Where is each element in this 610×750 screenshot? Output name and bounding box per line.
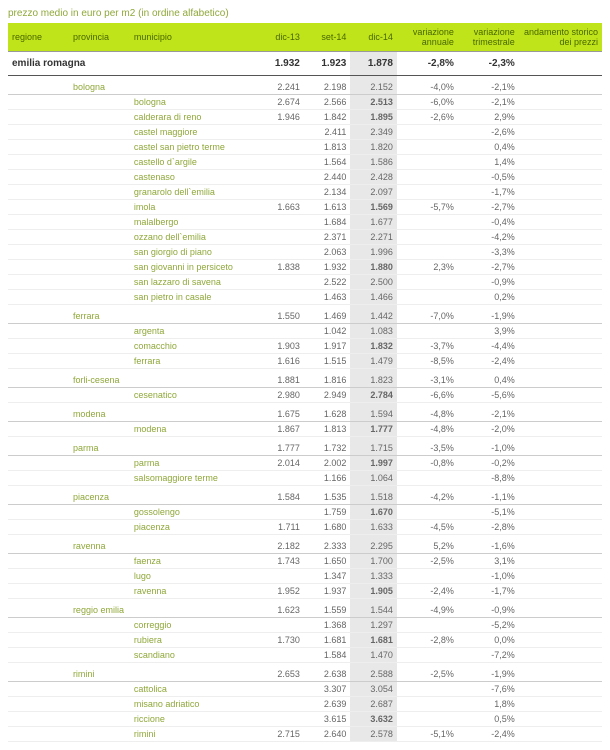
municipality-name: scandiano <box>130 648 257 663</box>
col-provincia: provincia <box>69 23 130 52</box>
col-set14: set-14 <box>304 23 351 52</box>
municipality-name: san lazzaro di savena <box>130 275 257 290</box>
col-municipio: municipio <box>130 23 257 52</box>
municipality-row: piacenza 1.711 1.680 1.633 -4,5% -2,8% <box>8 520 602 535</box>
municipality-row: granarolo dell`emilia 2.134 2.097 -1,7% <box>8 185 602 200</box>
municipality-row: rimini 2.715 2.640 2.578 -5,1% -2,4% <box>8 727 602 742</box>
province-name: modena <box>69 403 257 422</box>
municipality-name: cesenatico <box>130 388 257 403</box>
col-dic14: dic-14 <box>350 23 397 52</box>
municipality-row: ferrara 1.616 1.515 1.479 -8,5% -2,4% <box>8 354 602 369</box>
municipality-name: argenta <box>130 324 257 339</box>
municipality-name: rubiera <box>130 633 257 648</box>
province-name: rimini <box>69 663 257 682</box>
province-row: modena 1.675 1.628 1.594 -4,8% -2,1% <box>8 403 602 422</box>
municipality-row: cesenatico 2.980 2.949 2.784 -6,6% -5,6% <box>8 388 602 403</box>
municipality-name: san giorgio di piano <box>130 245 257 260</box>
province-row: parma 1.777 1.732 1.715 -3,5% -1,0% <box>8 437 602 456</box>
municipality-name: bologna <box>130 95 257 110</box>
municipality-row: misano adriatico 2.639 2.687 1,8% <box>8 697 602 712</box>
municipality-name: modena <box>130 422 257 437</box>
province-name: bologna <box>69 76 257 95</box>
col-var-tri: variazione trimestrale <box>458 23 519 52</box>
municipality-name: misano adriatico <box>130 697 257 712</box>
municipality-name: imola <box>130 200 257 215</box>
province-name: ravenna <box>69 535 257 554</box>
municipality-row: san giorgio di piano 2.063 1.996 -3,3% <box>8 245 602 260</box>
municipality-row: lugo 1.347 1.333 -1,0% <box>8 569 602 584</box>
municipality-row: bologna 2.674 2.566 2.513 -6,0% -2,1% <box>8 95 602 110</box>
col-regione: regione <box>8 23 69 52</box>
municipality-row: castel maggiore 2.411 2.349 -2,6% <box>8 125 602 140</box>
province-row: ravenna 2.182 2.333 2.295 5,2% -1,6% <box>8 535 602 554</box>
col-var-ann: variazione annuale <box>397 23 458 52</box>
municipality-row: imola 1.663 1.613 1.569 -5,7% -2,7% <box>8 200 602 215</box>
municipality-row: salsomaggiore terme 1.166 1.064 -8,8% <box>8 471 602 486</box>
municipality-row: san lazzaro di savena 2.522 2.500 -0,9% <box>8 275 602 290</box>
municipality-name: castenaso <box>130 170 257 185</box>
region-name: emilia romagna <box>8 52 257 76</box>
municipality-row: ozzano dell`emilia 2.371 2.271 -4,2% <box>8 230 602 245</box>
municipality-name: parma <box>130 456 257 471</box>
municipality-row: comacchio 1.903 1.917 1.832 -3,7% -4,4% <box>8 339 602 354</box>
municipality-row: parma 2.014 2.002 1.997 -0,8% -0,2% <box>8 456 602 471</box>
municipality-name: rimini <box>130 727 257 742</box>
municipality-name: calderara di reno <box>130 110 257 125</box>
col-andamento: andamento storico dei prezzi <box>519 23 602 52</box>
municipality-row: san pietro in casale 1.463 1.466 0,2% <box>8 290 602 305</box>
municipality-row: modena 1.867 1.813 1.777 -4,8% -2,0% <box>8 422 602 437</box>
province-row: reggio emilia 1.623 1.559 1.544 -4,9% -0… <box>8 599 602 618</box>
municipality-name: san pietro in casale <box>130 290 257 305</box>
municipality-name: riccione <box>130 712 257 727</box>
municipality-row: san giovanni in persiceto 1.838 1.932 1.… <box>8 260 602 275</box>
province-name: parma <box>69 437 257 456</box>
municipality-name: salsomaggiore terme <box>130 471 257 486</box>
municipality-name: ferrara <box>130 354 257 369</box>
municipality-row: scandiano 1.584 1.470 -7,2% <box>8 648 602 663</box>
municipality-row: castenaso 2.440 2.428 -0,5% <box>8 170 602 185</box>
municipality-row: castello d`argile 1.564 1.586 1,4% <box>8 155 602 170</box>
province-name: piacenza <box>69 486 257 505</box>
municipality-name: castel san pietro terme <box>130 140 257 155</box>
province-row: piacenza 1.584 1.535 1.518 -4,2% -1,1% <box>8 486 602 505</box>
municipality-row: argenta 1.042 1.083 3,9% <box>8 324 602 339</box>
province-row: forli-cesena 1.881 1.816 1.823 -3,1% 0,4… <box>8 369 602 388</box>
col-dic13: dic-13 <box>257 23 304 52</box>
municipality-name: ravenna <box>130 584 257 599</box>
municipality-row: cattolica 3.307 3.054 -7,6% <box>8 682 602 697</box>
municipality-name: gossolengo <box>130 505 257 520</box>
municipality-name: cattolica <box>130 682 257 697</box>
municipality-row: calderara di reno 1.946 1.842 1.895 -2,6… <box>8 110 602 125</box>
municipality-name: faenza <box>130 554 257 569</box>
municipality-row: rubiera 1.730 1.681 1.681 -2,8% 0,0% <box>8 633 602 648</box>
page-title: prezzo medio in euro per m2 (in ordine a… <box>8 8 602 19</box>
municipality-name: malalbergo <box>130 215 257 230</box>
province-row: ferrara 1.550 1.469 1.442 -7,0% -1,9% <box>8 305 602 324</box>
municipality-name: piacenza <box>130 520 257 535</box>
province-row: bologna 2.241 2.198 2.152 -4,0% -2,1% <box>8 76 602 95</box>
municipality-row: faenza 1.743 1.650 1.700 -2,5% 3,1% <box>8 554 602 569</box>
municipality-row: castel san pietro terme 1.813 1.820 0,4% <box>8 140 602 155</box>
municipality-name: lugo <box>130 569 257 584</box>
municipality-name: san giovanni in persiceto <box>130 260 257 275</box>
municipality-row: riccione 3.615 3.632 0,5% <box>8 712 602 727</box>
municipality-name: correggio <box>130 618 257 633</box>
municipality-row: correggio 1.368 1.297 -5,2% <box>8 618 602 633</box>
province-row: rimini 2.653 2.638 2.588 -2,5% -1,9% <box>8 663 602 682</box>
municipality-name: castello d`argile <box>130 155 257 170</box>
price-table: regione provincia municipio dic-13 set-1… <box>8 23 602 742</box>
municipality-name: ozzano dell`emilia <box>130 230 257 245</box>
region-row: emilia romagna 1.932 1.923 1.878 -2,8% -… <box>8 52 602 76</box>
header-row: regione provincia municipio dic-13 set-1… <box>8 23 602 52</box>
municipality-row: malalbergo 1.684 1.677 -0,4% <box>8 215 602 230</box>
municipality-name: comacchio <box>130 339 257 354</box>
municipality-name: granarolo dell`emilia <box>130 185 257 200</box>
municipality-row: ravenna 1.952 1.937 1.905 -2,4% -1,7% <box>8 584 602 599</box>
province-name: reggio emilia <box>69 599 257 618</box>
municipality-row: gossolengo 1.759 1.670 -5,1% <box>8 505 602 520</box>
province-name: forli-cesena <box>69 369 257 388</box>
municipality-name: castel maggiore <box>130 125 257 140</box>
province-name: ferrara <box>69 305 257 324</box>
